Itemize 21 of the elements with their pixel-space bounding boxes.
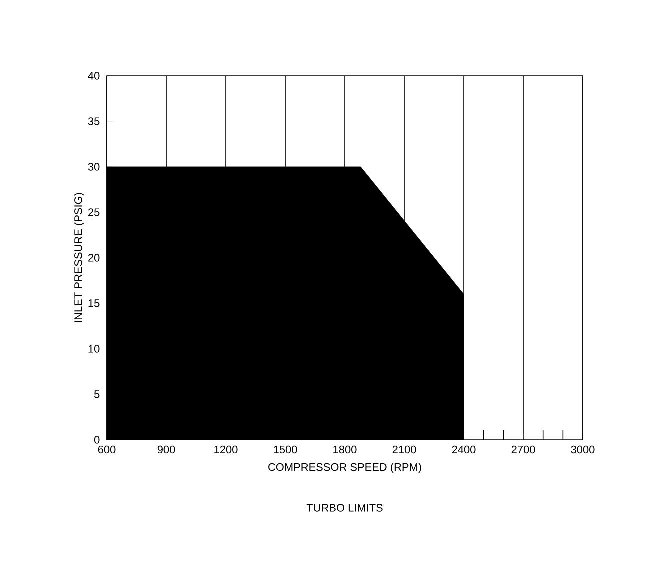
- text: TURBO LIMITS: [306, 504, 383, 512]
- y-tick-label: 15: [88, 300, 100, 308]
- x-tick-label: 900: [158, 446, 176, 454]
- x-tick-label: 600: [98, 446, 116, 454]
- y-tick-label: 40: [88, 72, 100, 80]
- x-tick-label: 2700: [512, 446, 536, 454]
- x-tick-label: 2400: [452, 446, 476, 454]
- y-tick-label: 30: [88, 163, 100, 171]
- x-tick-label: 1800: [334, 446, 357, 454]
- x-axis-title: COMPRESSOR SPEED (RPM): [268, 463, 422, 474]
- x-tick-label: 2100: [392, 446, 416, 454]
- y-tick-label: 25: [88, 208, 100, 216]
- x-tick-label: 1200: [214, 446, 238, 454]
- x-tick-label: 1500: [274, 446, 298, 454]
- y-tick-label: 20: [88, 254, 100, 262]
- x-tick-label: 3000: [571, 446, 595, 454]
- y-axis-title: INLET PRESSURE (PSIG): [74, 193, 84, 322]
- y-tick-label: 10: [88, 345, 100, 353]
- y-tick-label: 35: [88, 118, 100, 126]
- y-tick-label: 5: [94, 390, 100, 398]
- y-tick-label: 0: [94, 436, 100, 444]
